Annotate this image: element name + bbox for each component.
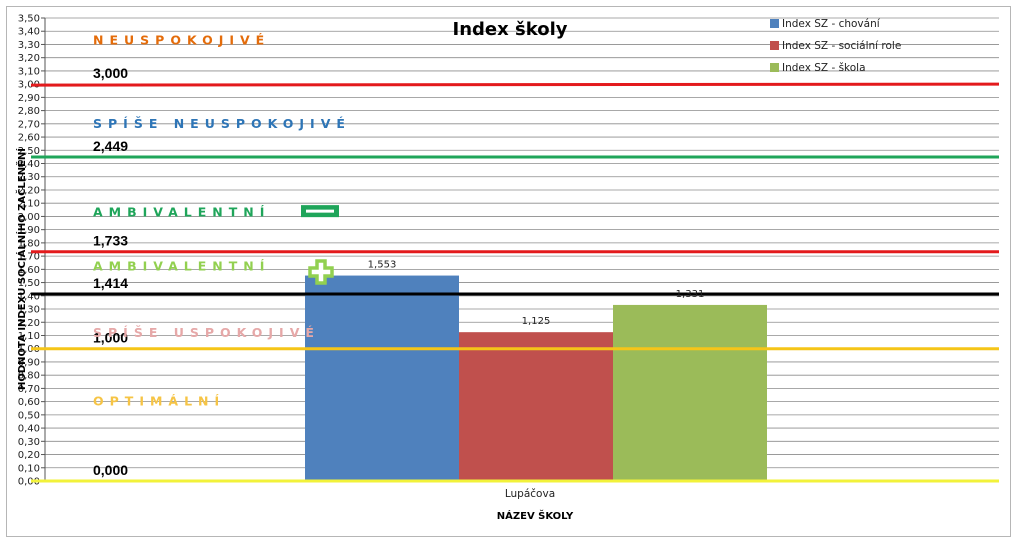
chart: 0,00 0,10 0,20 0,30 0,40 0,50 0,60 0,70 0,80 0,90… [15,14,1000,522]
x-category-label: Lupáčova [505,488,555,500]
legend-swatch [770,41,779,50]
threshold-label: 3,000 [93,65,128,81]
zone-label: SPÍŠE USPOKOJIVÉ [93,325,320,340]
y-tick-label: 2,00 [18,212,40,223]
y-tick-labels: 0,00 0,10 0,20 0,30 0,40 0,50 0,60 0,70 0,80 0,90… [18,14,40,488]
threshold-label: 1,000 [93,330,128,346]
y-tick-label: 2,80 [18,106,40,117]
chart-title: Index školy [453,19,568,40]
y-tick-label: 3,40 [18,27,40,38]
zone-label: AMBIVALENTNÍ [93,259,270,274]
data-label: 1,125 [522,316,551,327]
threshold-label: 1,733 [93,233,128,249]
y-tick-label: 1,60 [18,265,40,276]
y-tick-label: 1,90 [18,225,40,236]
y-tick-label: 0,70 [18,384,40,395]
threshold-label: 1,414 [93,275,128,291]
minus-icon [301,205,339,218]
y-tick-label: 2,60 [18,133,40,144]
legend-entry: Index SZ - škola [782,62,866,74]
minus-icon-bar [306,209,334,213]
threshold-label: 2,449 [93,138,128,154]
y-tick-label: 3,50 [18,14,40,25]
y-tick-label: 3,00 [18,80,40,91]
y-tick-label: 1,30 [18,305,40,316]
legend: Index SZ - chování Index SZ - sociální ro… [770,18,901,74]
y-tick-label: 2,40 [18,159,40,170]
threshold-label: 0,000 [93,462,128,478]
data-labels: 1,553 1,125 1,331 [368,260,705,328]
bar [305,275,459,481]
zone-labels: NEUSPOKOJIVÉ SPÍŠE NEUSPOKOJIVÉ AMBIVALENT… [93,32,351,409]
y-tick-label: 3,20 [18,53,40,64]
y-tick-label: 1,80 [18,238,40,249]
y-tick-label: 1,70 [18,252,40,263]
threshold-line [30,82,1000,87]
data-label: 1,331 [676,289,705,300]
threshold-lines: 3,000 2,449 1,733 1,414 1,000 0,000 [30,65,1000,483]
zone-label: AMBIVALENTNÍ [93,204,270,219]
y-tick-label: 1,20 [18,318,40,329]
y-tick-label: 3,30 [18,40,40,51]
y-tick-label: 2,30 [18,172,40,183]
y-tick-label: 1,50 [18,278,40,289]
bars [305,275,767,481]
legend-entry: Index SZ - sociální role [782,40,901,52]
y-tick-label: 0,40 [18,424,40,435]
plus-icon [308,259,334,285]
zone-label: NEUSPOKOJIVÉ [93,32,270,47]
y-tick-label: 1,40 [18,291,40,302]
y-tick-label: 2,20 [18,185,40,196]
zone-symbols [301,205,339,285]
chart-frame: 0,00 0,10 0,20 0,30 0,40 0,50 0,60 0,70 0,80 0,90… [6,6,1011,537]
y-tick-label: 1,00 [18,344,40,355]
y-tick-label: 0,00 [18,477,40,488]
y-tick-label: 2,10 [18,199,40,210]
legend-entry: Index SZ - chování [782,18,881,30]
y-tick-label: 2,50 [18,146,40,157]
y-tick-label: 0,60 [18,397,40,408]
y-tick-label: 0,90 [18,357,40,368]
y-tick-label: 1,10 [18,331,40,342]
legend-swatch [770,63,779,72]
y-tick-label: 0,30 [18,437,40,448]
y-tick-label: 0,80 [18,371,40,382]
zone-label: SPÍŠE NEUSPOKOJIVÉ [93,116,351,131]
y-tick-label: 2,70 [18,119,40,130]
zone-label: OPTIMÁLNÍ [93,394,225,409]
y-tick-label: 0,20 [18,450,40,461]
legend-swatch [770,19,779,28]
x-axis-title: NÁZEV ŠKOLY [497,509,574,522]
bar [613,304,767,481]
y-tick-label: 2,90 [18,93,40,104]
y-tick-label: 0,10 [18,463,40,474]
y-tick-label: 3,10 [18,66,40,77]
bar [459,332,613,481]
data-label: 1,553 [368,260,397,271]
plus-icon-shape [308,259,334,285]
y-axis-title: HODNOTA INDEXU SOCIÁLNÍHO ZAČLENĚNÍ [15,148,28,390]
y-tick-label: 0,50 [18,410,40,421]
